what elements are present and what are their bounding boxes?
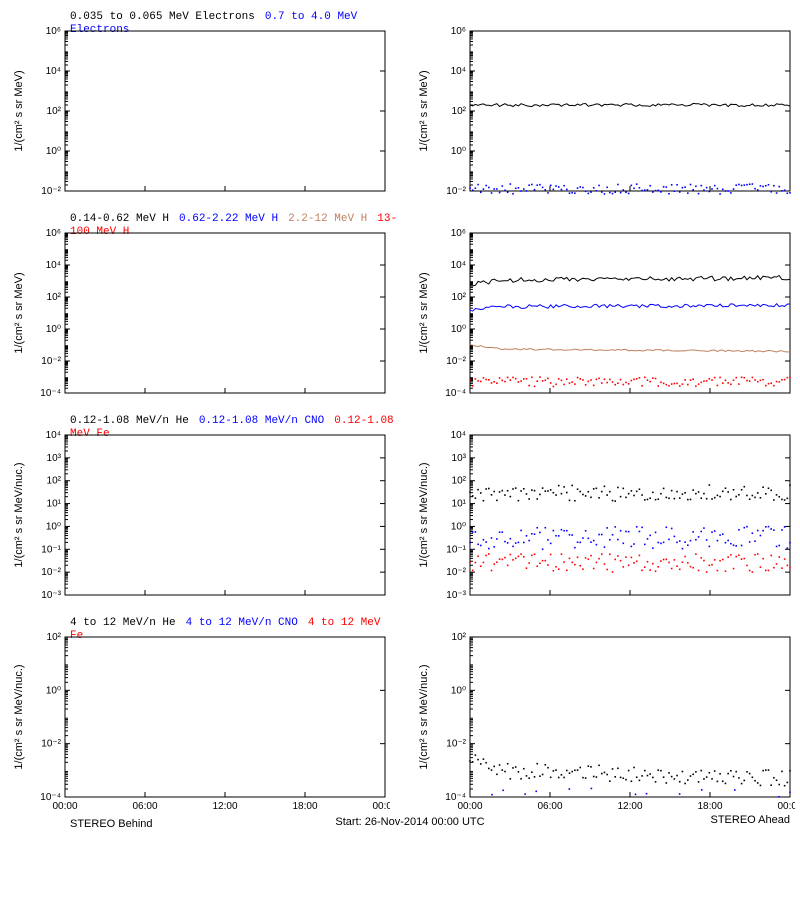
svg-text:1/(cm² s sr MeV/nuc.): 1/(cm² s sr MeV/nuc.) (418, 462, 430, 567)
series-title: 0.035 to 0.065 MeV Electrons (70, 11, 255, 23)
svg-text:10⁰: 10⁰ (46, 521, 61, 532)
svg-text:00:00: 00:00 (777, 801, 795, 812)
svg-text:10⁶: 10⁶ (46, 228, 61, 239)
svg-text:10⁻⁴: 10⁻⁴ (445, 388, 466, 399)
svg-text:10²: 10² (47, 476, 62, 487)
series-title: 0.14-0.62 MeV H (70, 213, 169, 225)
panel-behind: 0.14-0.62 MeV H 0.62-2.22 MeV H 2.2-12 MeV… (10, 212, 405, 412)
svg-text:10⁻²: 10⁻² (446, 356, 466, 367)
svg-text:10⁻²: 10⁻² (446, 567, 466, 578)
svg-text:10⁶: 10⁶ (451, 26, 466, 37)
svg-text:00:00: 00:00 (372, 801, 390, 812)
svg-text:10⁴: 10⁴ (46, 260, 61, 271)
panel-ahead: 10⁻² 10⁰ 10² 10⁴ 10⁶ 1/(cm² s sr MeV) (415, 10, 800, 210)
svg-text:1/(cm² s sr MeV/nuc.): 1/(cm² s sr MeV/nuc.) (13, 664, 25, 769)
series-title: 2.2-12 MeV H (288, 213, 367, 225)
svg-text:10⁻²: 10⁻² (41, 186, 61, 197)
svg-text:1/(cm² s sr MeV): 1/(cm² s sr MeV) (13, 70, 25, 151)
panel-behind: 0.12-1.08 MeV/n He0.12-1.08 MeV/n CNO0.1… (10, 414, 405, 614)
svg-text:10⁻³: 10⁻³ (41, 590, 61, 601)
chart-svg: 10⁻⁴10⁻²10⁰10²00:0006:0012:0018:0000:001… (415, 632, 795, 812)
svg-text:10⁶: 10⁶ (46, 26, 61, 37)
svg-text:10²: 10² (452, 292, 467, 303)
svg-text:10⁰: 10⁰ (451, 685, 466, 696)
svg-text:10³: 10³ (47, 453, 62, 464)
chart-svg: 10⁻³ 10⁻² 10⁻¹ 10⁰ 10¹ 10² 10³ 10⁴ 1/(cm² s sr M… (10, 430, 390, 610)
series-title: 0.12-1.08 MeV/n He (70, 415, 189, 427)
row-titles: 0.12-1.08 MeV/n He0.12-1.08 MeV/n CNO0.1… (70, 414, 405, 428)
svg-text:10⁻²: 10⁻² (41, 739, 61, 750)
series-title: 0.12-1.08 MeV/n CNO (199, 415, 324, 427)
svg-text:10⁻²: 10⁻² (446, 739, 466, 750)
series-title: 4 to 12 MeV/n He (70, 617, 176, 629)
chart-svg: 10⁻² 10⁰ 10² 10⁴ 10⁶ 1/(cm² s sr MeV) (415, 26, 795, 206)
svg-text:10⁻²: 10⁻² (41, 356, 61, 367)
svg-text:10⁻⁴: 10⁻⁴ (40, 388, 61, 399)
chart-svg: 10⁻² 10⁰ 10² 10⁴ 10⁶ 1/(cm² s sr MeV) (10, 26, 390, 206)
svg-text:1/(cm² s sr MeV): 1/(cm² s sr MeV) (13, 272, 25, 353)
svg-text:00:00: 00:00 (52, 801, 77, 812)
svg-text:10⁴: 10⁴ (451, 66, 466, 77)
svg-text:10⁴: 10⁴ (46, 66, 61, 77)
svg-text:10⁻²: 10⁻² (41, 567, 61, 578)
svg-text:1/(cm² s sr MeV): 1/(cm² s sr MeV) (418, 70, 430, 151)
panel-behind: 4 to 12 MeV/n He4 to 12 MeV/n CNO4 to 12… (10, 616, 405, 816)
svg-text:10⁰: 10⁰ (46, 685, 61, 696)
svg-text:10⁰: 10⁰ (46, 324, 61, 335)
svg-text:10¹: 10¹ (452, 499, 467, 510)
svg-text:06:00: 06:00 (537, 801, 562, 812)
panel-ahead: 10⁻³ 10⁻² 10⁻¹ 10⁰ 10¹ 10² 10³ 10⁴ 1/(cm² s sr M… (415, 414, 800, 614)
svg-text:10⁴: 10⁴ (46, 430, 61, 441)
row-titles: 0.14-0.62 MeV H 0.62-2.22 MeV H 2.2-12 MeV… (70, 212, 405, 226)
svg-text:10⁰: 10⁰ (451, 324, 466, 335)
svg-text:10²: 10² (47, 632, 62, 643)
svg-text:10³: 10³ (452, 453, 467, 464)
chart-svg: 10⁻⁴ 10⁻² 10⁰ 10² 10⁴ 10⁶ 1/(cm² s sr MeV) (10, 228, 390, 408)
svg-text:00:00: 00:00 (457, 801, 482, 812)
chart-grid: 0.035 to 0.065 MeV Electrons0.7 to 4.0 M… (10, 10, 800, 816)
svg-text:10¹: 10¹ (47, 499, 62, 510)
chart-svg: 10⁻⁴ 10⁻² 10⁰ 10² 10⁴ 10⁶ 1/(cm² s sr MeV) (415, 228, 795, 408)
svg-text:18:00: 18:00 (697, 801, 722, 812)
svg-text:10²: 10² (47, 292, 62, 303)
chart-svg: 10⁻⁴10⁻²10⁰10²00:0006:0012:0018:0000:001… (10, 632, 390, 812)
series-title: 4 to 12 MeV/n CNO (186, 617, 298, 629)
svg-text:10⁰: 10⁰ (451, 521, 466, 532)
svg-text:10²: 10² (47, 106, 62, 117)
svg-text:10⁴: 10⁴ (451, 260, 466, 271)
chart-svg: 10⁻³ 10⁻² 10⁻¹ 10⁰ 10¹ 10² 10³ 10⁴ 1/(cm² s sr M… (415, 430, 795, 610)
svg-text:12:00: 12:00 (617, 801, 642, 812)
svg-text:10²: 10² (452, 106, 467, 117)
svg-text:10⁰: 10⁰ (46, 146, 61, 157)
row-titles: 0.035 to 0.065 MeV Electrons0.7 to 4.0 M… (70, 10, 405, 24)
svg-text:10⁻³: 10⁻³ (446, 590, 466, 601)
svg-text:10⁻¹: 10⁻¹ (41, 544, 61, 555)
series-title: 0.62-2.22 MeV H (179, 213, 278, 225)
panel-ahead: 10⁻⁴ 10⁻² 10⁰ 10² 10⁴ 10⁶ 1/(cm² s sr MeV) (415, 212, 800, 412)
svg-text:18:00: 18:00 (292, 801, 317, 812)
svg-text:06:00: 06:00 (132, 801, 157, 812)
svg-text:12:00: 12:00 (212, 801, 237, 812)
svg-text:10⁻²: 10⁻² (446, 186, 466, 197)
svg-text:10⁻¹: 10⁻¹ (446, 544, 466, 555)
svg-text:10²: 10² (452, 476, 467, 487)
panel-ahead: 10⁻⁴10⁻²10⁰10²00:0006:0012:0018:0000:001… (415, 616, 800, 816)
svg-text:10²: 10² (452, 632, 467, 643)
label-behind: STEREO Behind (70, 818, 153, 830)
svg-text:10⁰: 10⁰ (451, 146, 466, 157)
svg-text:1/(cm² s sr MeV): 1/(cm² s sr MeV) (418, 272, 430, 353)
svg-text:10⁴: 10⁴ (451, 430, 466, 441)
row-titles: 4 to 12 MeV/n He4 to 12 MeV/n CNO4 to 12… (70, 616, 405, 630)
svg-text:1/(cm² s sr MeV/nuc.): 1/(cm² s sr MeV/nuc.) (418, 664, 430, 769)
svg-text:10⁶: 10⁶ (451, 228, 466, 239)
svg-text:1/(cm² s sr MeV/nuc.): 1/(cm² s sr MeV/nuc.) (13, 462, 25, 567)
panel-behind: 0.035 to 0.065 MeV Electrons0.7 to 4.0 M… (10, 10, 405, 210)
